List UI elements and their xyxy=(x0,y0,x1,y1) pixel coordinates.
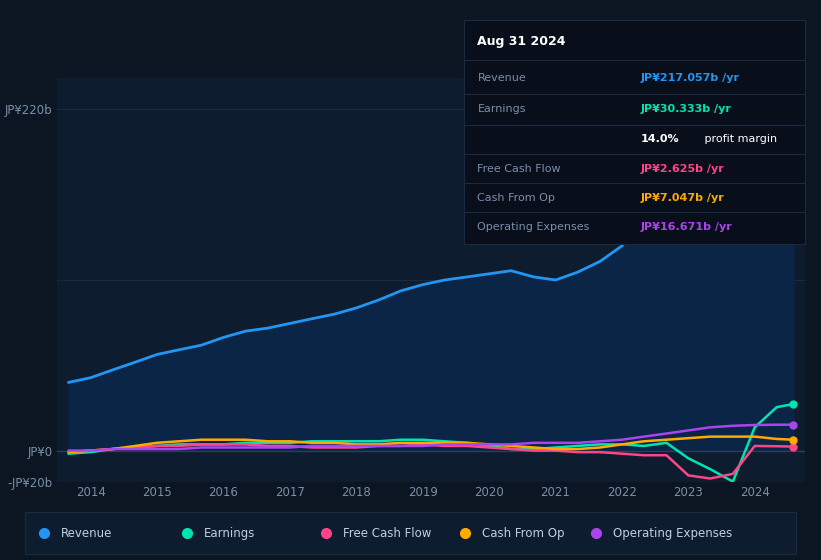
Text: Operating Expenses: Operating Expenses xyxy=(478,222,589,232)
Text: JP¥2.625b /yr: JP¥2.625b /yr xyxy=(641,164,725,174)
Text: JP¥217.057b /yr: JP¥217.057b /yr xyxy=(641,73,740,83)
Text: Aug 31 2024: Aug 31 2024 xyxy=(478,35,566,49)
Text: Revenue: Revenue xyxy=(478,73,526,83)
Text: JP¥16.671b /yr: JP¥16.671b /yr xyxy=(641,222,733,232)
Text: Free Cash Flow: Free Cash Flow xyxy=(478,164,561,174)
Text: Operating Expenses: Operating Expenses xyxy=(612,527,732,540)
Text: JP¥30.333b /yr: JP¥30.333b /yr xyxy=(641,104,732,114)
Text: 14.0%: 14.0% xyxy=(641,134,680,144)
Text: Free Cash Flow: Free Cash Flow xyxy=(342,527,431,540)
Text: profit margin: profit margin xyxy=(700,134,777,144)
Text: Earnings: Earnings xyxy=(204,527,255,540)
Text: Revenue: Revenue xyxy=(61,527,112,540)
Text: Cash From Op: Cash From Op xyxy=(478,193,555,203)
Text: Earnings: Earnings xyxy=(478,104,526,114)
Text: Cash From Op: Cash From Op xyxy=(481,527,564,540)
Text: JP¥7.047b /yr: JP¥7.047b /yr xyxy=(641,193,725,203)
